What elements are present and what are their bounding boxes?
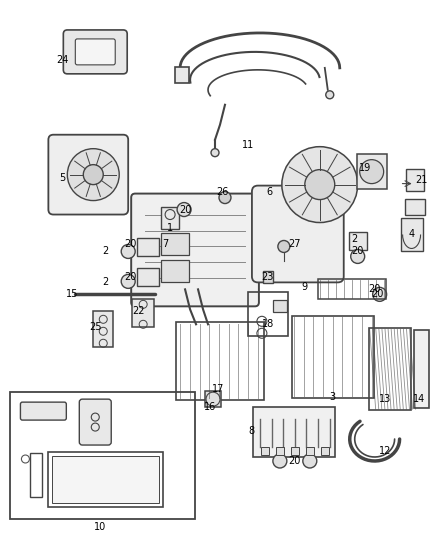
Circle shape xyxy=(326,91,334,99)
Bar xyxy=(176,322,264,400)
Bar xyxy=(48,452,163,507)
Circle shape xyxy=(278,240,290,253)
Text: 8: 8 xyxy=(249,426,255,436)
Text: 9: 9 xyxy=(302,282,308,293)
Text: 20: 20 xyxy=(371,289,384,300)
Text: 10: 10 xyxy=(94,522,106,532)
Bar xyxy=(292,316,374,398)
Circle shape xyxy=(121,274,135,288)
Text: 20: 20 xyxy=(352,246,364,256)
Text: 21: 21 xyxy=(415,175,428,184)
Circle shape xyxy=(67,149,119,200)
Text: 2: 2 xyxy=(352,235,358,245)
Text: 14: 14 xyxy=(413,394,426,404)
Text: 16: 16 xyxy=(204,402,216,412)
Bar xyxy=(248,293,288,336)
Bar xyxy=(318,279,385,300)
Text: 11: 11 xyxy=(242,140,254,150)
Text: 5: 5 xyxy=(59,173,65,183)
Bar xyxy=(30,453,42,497)
Bar xyxy=(137,238,159,256)
Text: 17: 17 xyxy=(212,384,224,394)
Circle shape xyxy=(121,245,135,259)
Text: 19: 19 xyxy=(359,163,371,173)
Text: 12: 12 xyxy=(378,446,391,456)
Text: 27: 27 xyxy=(289,239,301,249)
Bar xyxy=(11,392,195,519)
Text: 23: 23 xyxy=(262,272,274,282)
Bar xyxy=(205,391,221,407)
Circle shape xyxy=(219,191,231,204)
Text: 1: 1 xyxy=(167,222,173,232)
Circle shape xyxy=(83,165,103,184)
Text: 24: 24 xyxy=(56,55,68,65)
Text: 20: 20 xyxy=(124,239,136,249)
Bar xyxy=(357,154,387,189)
Text: 7: 7 xyxy=(162,239,168,249)
Text: 26: 26 xyxy=(216,187,228,197)
Circle shape xyxy=(211,149,219,157)
Bar xyxy=(273,301,287,312)
Bar xyxy=(161,233,189,255)
Text: 2: 2 xyxy=(102,246,108,256)
FancyBboxPatch shape xyxy=(48,135,128,215)
Circle shape xyxy=(373,287,387,301)
FancyBboxPatch shape xyxy=(252,185,344,282)
Circle shape xyxy=(305,169,335,199)
Text: 20: 20 xyxy=(179,205,191,215)
Text: 15: 15 xyxy=(66,289,78,300)
Bar xyxy=(401,217,423,252)
Bar xyxy=(161,207,179,229)
Bar xyxy=(406,168,424,191)
Circle shape xyxy=(282,147,358,222)
FancyBboxPatch shape xyxy=(21,402,66,420)
FancyBboxPatch shape xyxy=(64,30,127,74)
Text: 20: 20 xyxy=(368,285,381,294)
Bar xyxy=(306,447,314,455)
Text: 20: 20 xyxy=(289,456,301,466)
Text: 22: 22 xyxy=(132,306,145,316)
Text: 2: 2 xyxy=(102,277,108,287)
Circle shape xyxy=(303,454,317,468)
Bar xyxy=(261,447,269,455)
Bar xyxy=(161,261,189,282)
FancyBboxPatch shape xyxy=(75,39,115,65)
Text: 6: 6 xyxy=(267,187,273,197)
Text: 18: 18 xyxy=(262,319,274,329)
Bar xyxy=(291,447,299,455)
Bar xyxy=(253,407,335,457)
Bar xyxy=(349,232,367,251)
Bar xyxy=(405,199,424,215)
Bar xyxy=(93,311,113,347)
Bar xyxy=(263,271,273,284)
Bar xyxy=(369,328,410,410)
FancyBboxPatch shape xyxy=(131,193,259,306)
Text: 20: 20 xyxy=(124,272,136,282)
Circle shape xyxy=(351,249,365,263)
Text: 3: 3 xyxy=(330,392,336,402)
Bar xyxy=(175,67,189,83)
Bar xyxy=(132,300,154,327)
Bar xyxy=(137,269,159,286)
Bar xyxy=(276,447,284,455)
Bar xyxy=(321,447,329,455)
FancyBboxPatch shape xyxy=(79,399,111,445)
Text: 25: 25 xyxy=(89,322,102,332)
Circle shape xyxy=(177,203,191,216)
Bar xyxy=(53,456,159,503)
Text: 13: 13 xyxy=(378,394,391,404)
Bar xyxy=(414,330,429,408)
Text: 4: 4 xyxy=(409,230,415,239)
Circle shape xyxy=(273,454,287,468)
Circle shape xyxy=(360,160,384,183)
